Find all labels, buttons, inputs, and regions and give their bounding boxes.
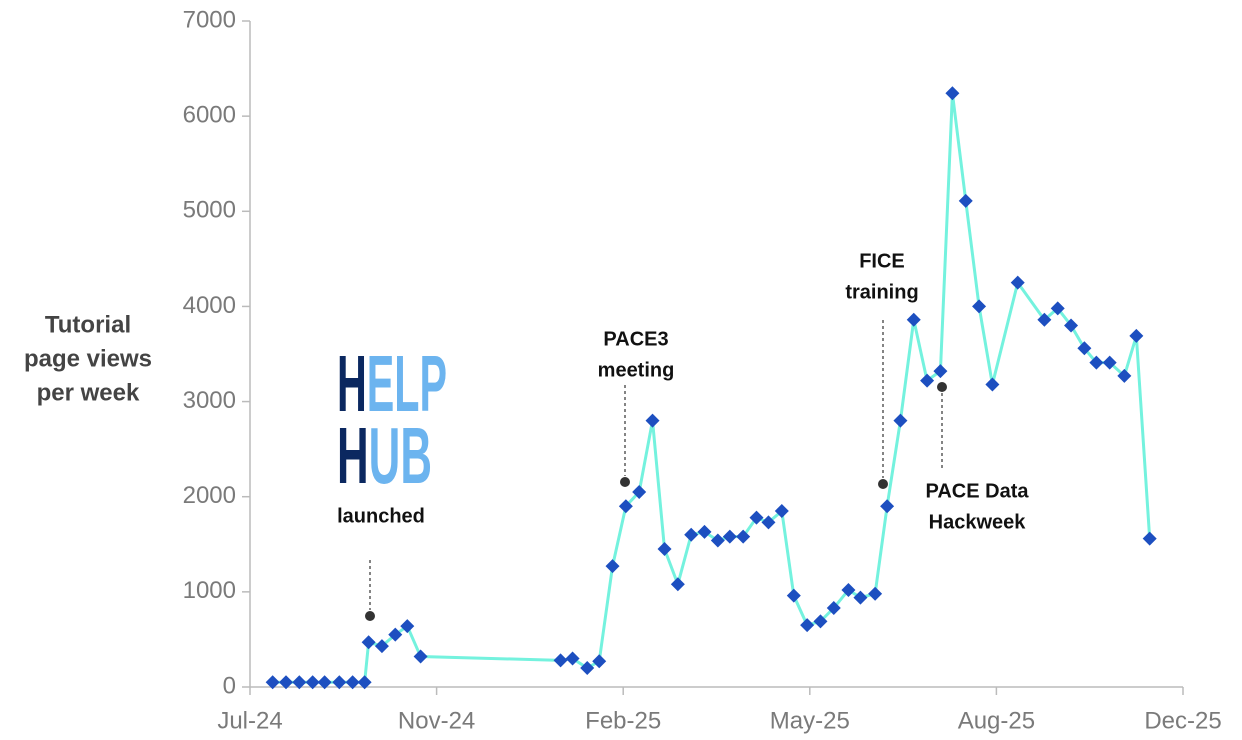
marker — [1064, 318, 1079, 333]
marker — [710, 533, 725, 548]
marker — [1077, 341, 1092, 356]
marker — [292, 675, 307, 690]
x-tick-label: Nov-24 — [398, 707, 475, 734]
marker — [749, 510, 764, 525]
marker — [880, 499, 895, 514]
annotation: Hackweek — [929, 511, 1027, 533]
annotation: training — [845, 281, 918, 303]
annotation: PACE Data — [926, 480, 1030, 502]
annotation: FICE — [859, 250, 905, 272]
y-tick-label: 5000 — [183, 197, 236, 224]
y-axis-label: per week — [37, 379, 140, 406]
marker — [388, 627, 403, 642]
annotation-dot — [365, 611, 375, 621]
x-tick-label: Feb-25 — [585, 707, 661, 734]
annotation-dot — [937, 382, 947, 392]
marker — [697, 524, 712, 539]
marker — [1129, 328, 1144, 343]
marker — [332, 675, 347, 690]
marker — [985, 377, 1000, 392]
x-tick-label: Aug-25 — [958, 707, 1035, 734]
y-tick-label: 3000 — [183, 387, 236, 414]
y-tick-label: 0 — [223, 672, 236, 699]
y-tick-label: 6000 — [183, 101, 236, 128]
marker — [841, 582, 856, 597]
marker — [605, 559, 620, 574]
logo-part: UB — [369, 411, 432, 500]
logo-part: H — [337, 411, 369, 500]
y-axis-label: page views — [24, 345, 152, 372]
marker — [958, 193, 973, 208]
marker — [357, 675, 372, 690]
annotation-dot — [878, 479, 888, 489]
marker — [906, 312, 921, 327]
marker — [1010, 275, 1025, 290]
marker — [933, 364, 948, 379]
annotation: PACE3 — [603, 328, 668, 350]
marker — [632, 484, 647, 499]
marker — [645, 413, 660, 428]
marker — [826, 601, 841, 616]
marker — [400, 619, 415, 634]
marker — [1142, 531, 1157, 546]
marker — [361, 635, 376, 650]
marker — [972, 299, 987, 314]
marker — [1050, 301, 1065, 316]
y-tick-label: 2000 — [183, 482, 236, 509]
marker — [345, 675, 360, 690]
marker — [1117, 368, 1132, 383]
marker — [374, 639, 389, 654]
marker — [265, 675, 280, 690]
marker — [920, 373, 935, 388]
marker — [813, 614, 828, 629]
marker — [684, 527, 699, 542]
marker — [945, 86, 960, 101]
logo: HUB — [337, 411, 432, 500]
annotation: meeting — [598, 359, 675, 381]
marker — [1037, 312, 1052, 327]
marker — [1102, 355, 1117, 370]
marker — [786, 588, 801, 603]
x-tick-label: Dec-25 — [1144, 707, 1221, 734]
marker — [580, 660, 595, 675]
annotation-dot — [620, 477, 630, 487]
logo: HELP — [337, 339, 447, 428]
y-tick-label: 1000 — [183, 577, 236, 604]
marker — [670, 577, 685, 592]
marker — [553, 653, 568, 668]
marker — [774, 503, 789, 518]
y-axis-label: Tutorial — [45, 311, 131, 338]
marker — [317, 675, 332, 690]
marker — [305, 675, 320, 690]
x-tick-label: May-25 — [770, 707, 850, 734]
marker — [800, 618, 815, 633]
marker — [736, 529, 751, 544]
marker — [657, 542, 672, 557]
marker — [853, 590, 868, 605]
marker — [722, 529, 737, 544]
marker — [618, 499, 633, 514]
marker — [413, 649, 428, 664]
x-tick-label: Jul-24 — [217, 707, 282, 734]
annotation: launched — [337, 505, 425, 527]
marker — [592, 654, 607, 669]
y-tick-label: 4000 — [183, 292, 236, 319]
marker — [761, 515, 776, 530]
marker — [1089, 355, 1104, 370]
marker — [565, 651, 580, 666]
marker — [893, 413, 908, 428]
marker — [868, 586, 883, 601]
y-tick-label: 7000 — [183, 6, 236, 33]
marker — [278, 675, 293, 690]
logo-part: H — [337, 339, 367, 428]
logo-part: ELP — [367, 339, 447, 428]
